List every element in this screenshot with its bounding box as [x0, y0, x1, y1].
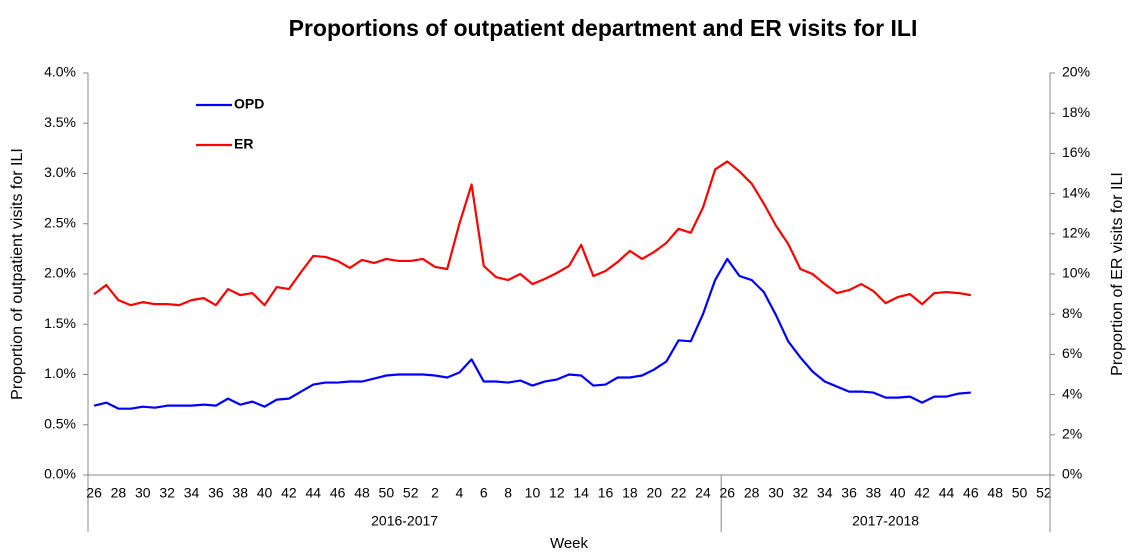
- chart-title: Proportions of outpatient department and…: [289, 15, 918, 41]
- x-tick-label: 26: [720, 485, 736, 501]
- y-tick-label: 3.0%: [44, 164, 76, 180]
- x-tick-label: 22: [671, 485, 687, 501]
- legend-label: OPD: [234, 96, 264, 112]
- x-tick-label: 40: [257, 485, 273, 501]
- x-tick-label: 36: [208, 485, 224, 501]
- x-tick-label: 6: [480, 485, 488, 501]
- x-tick-label: 52: [403, 485, 419, 501]
- group-label: 2017-2018: [852, 513, 919, 529]
- x-axis-title: Week: [550, 535, 589, 552]
- y2-tick-label: 4%: [1062, 385, 1082, 401]
- x-tick-label: 16: [598, 485, 614, 501]
- x-tick-label: 24: [695, 485, 711, 501]
- x-tick-label: 18: [622, 485, 638, 501]
- x-tick-label: 30: [135, 485, 151, 501]
- y2-tick-label: 20%: [1062, 64, 1090, 80]
- series-line: [93, 160, 972, 307]
- x-tick-label: 48: [987, 485, 1003, 501]
- x-tick-label: 8: [504, 485, 512, 501]
- x-tick-label: 52: [1036, 485, 1052, 501]
- group-label: 2016-2017: [371, 513, 438, 529]
- y2-tick-label: 18%: [1062, 104, 1090, 120]
- x-tick-label: 50: [379, 485, 395, 501]
- series-line: [93, 257, 971, 410]
- x-tick-label: 4: [456, 485, 464, 501]
- y2-tick-label: 8%: [1062, 305, 1082, 321]
- x-tick-label: 32: [159, 485, 175, 501]
- x-tick-label: 28: [744, 485, 760, 501]
- x-tick-label: 12: [549, 485, 565, 501]
- y-tick-label: 4.0%: [44, 64, 76, 80]
- x-tick-label: 50: [1012, 485, 1028, 501]
- x-tick-label: 36: [841, 485, 857, 501]
- x-tick-label: 46: [330, 485, 346, 501]
- x-tick-label: 34: [817, 485, 833, 501]
- x-tick-label: 42: [281, 485, 297, 501]
- x-tick-label: 38: [232, 485, 248, 501]
- y2-tick-label: 2%: [1062, 426, 1082, 442]
- x-tick-label: 30: [768, 485, 784, 501]
- x-tick-label: 42: [914, 485, 930, 501]
- x-tick-label: 34: [184, 485, 200, 501]
- x-tick-label: 40: [890, 485, 906, 501]
- x-tick-label: 32: [793, 485, 809, 501]
- y-tick-label: 0.0%: [44, 466, 76, 482]
- x-tick-label: 20: [646, 485, 662, 501]
- x-tick-label: 38: [866, 485, 882, 501]
- y-tick-label: 0.5%: [44, 415, 76, 431]
- y2-tick-label: 12%: [1062, 225, 1090, 241]
- y-tick-label: 3.5%: [44, 114, 76, 130]
- x-tick-label: 14: [573, 485, 589, 501]
- y2-tick-label: 10%: [1062, 265, 1090, 281]
- x-tick-label: 48: [354, 485, 370, 501]
- y2-tick-label: 0%: [1062, 466, 1082, 482]
- x-tick-label: 44: [305, 485, 321, 501]
- y-tick-label: 1.0%: [44, 365, 76, 381]
- y-tick-label: 2.0%: [44, 265, 76, 281]
- y2-tick-label: 14%: [1062, 184, 1090, 200]
- x-tick-label: 28: [111, 485, 127, 501]
- y-tick-label: 1.5%: [44, 315, 76, 331]
- y2-axis-title: Proportion of ER visits for ILI: [1109, 172, 1126, 376]
- legend-label: ER: [234, 136, 253, 152]
- y-axis-title: Proportion of outpatient visits for ILI: [9, 148, 26, 400]
- x-tick-label: 26: [86, 485, 102, 501]
- y2-tick-label: 16%: [1062, 144, 1090, 160]
- x-tick-label: 46: [963, 485, 979, 501]
- x-tick-label: 44: [939, 485, 955, 501]
- y2-tick-label: 6%: [1062, 345, 1082, 361]
- x-tick-label: 10: [525, 485, 541, 501]
- x-tick-label: 2: [431, 485, 439, 501]
- y-tick-label: 2.5%: [44, 214, 76, 230]
